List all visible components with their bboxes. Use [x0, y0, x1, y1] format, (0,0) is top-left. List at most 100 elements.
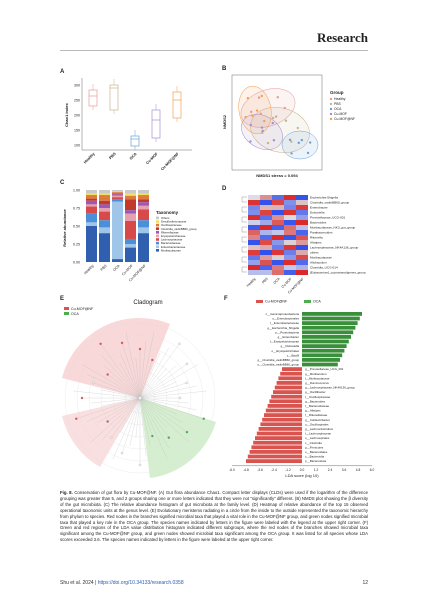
stack-segment [99, 190, 110, 194]
lda-bar [258, 427, 302, 431]
box [172, 91, 182, 119]
stack-segment [125, 193, 136, 196]
legend-swatch [156, 249, 159, 252]
heat-cell [296, 215, 308, 220]
heat-cell [272, 250, 284, 255]
legend-label: Healthy [334, 97, 346, 101]
branch [139, 397, 177, 415]
branch [139, 382, 187, 399]
lda-bar [302, 330, 354, 335]
doi-link[interactable]: https://doi.org/10.34133/research.0358 [97, 580, 184, 586]
heat-cell [248, 265, 260, 270]
heat-cell [272, 245, 284, 250]
bar-label: f__Bacteroidaceae [305, 404, 330, 408]
legend-label: Erysipelotrichaceae [161, 234, 186, 238]
bar-label: g__Lachnospiraceae_NK4A136_group [305, 386, 355, 390]
legend-swatch [156, 220, 159, 223]
branch [139, 397, 147, 456]
legend-swatch [329, 107, 333, 111]
heat-cell [260, 230, 272, 235]
branch [139, 397, 183, 423]
stack-segment [99, 227, 110, 234]
stack-segment [138, 205, 149, 210]
heat-cell [284, 210, 296, 215]
lda-bar [302, 335, 351, 339]
x-tick-label: 6.0 [370, 468, 375, 472]
panel-label: D [222, 186, 227, 192]
row-label: Dubosiella [310, 211, 325, 215]
x-tick-label: 2.4 [328, 468, 333, 472]
stack-segment [138, 193, 149, 196]
branch [111, 397, 141, 438]
heat-cell [248, 200, 260, 205]
legend-swatch [256, 300, 263, 303]
branch [86, 374, 141, 399]
ring [64, 322, 216, 474]
stack-segment [112, 190, 123, 192]
x-tick-label: -6.0 [229, 468, 235, 472]
lda-bar [253, 440, 302, 445]
lda-bar [282, 367, 302, 371]
heat-cell [284, 195, 296, 200]
heat-cell [248, 195, 260, 200]
legend-label: Cu-MOF@NF [71, 307, 94, 311]
sample-point [261, 129, 264, 133]
heat-cell [296, 210, 308, 215]
sample-point [257, 96, 261, 99]
sample-point [288, 138, 292, 142]
heat-cell [260, 245, 272, 250]
branch [121, 397, 141, 454]
heat-cell [248, 205, 260, 210]
legend-swatch [329, 97, 333, 101]
node [178, 342, 181, 345]
header-rule [60, 50, 368, 51]
bar-label: f__Erysipelotrichaceae [270, 340, 300, 344]
branch [119, 363, 141, 399]
legend-label: OCA [313, 300, 321, 304]
legend-swatch [156, 216, 159, 220]
sample-point [274, 115, 278, 118]
branch [139, 390, 207, 399]
heat-cell [272, 240, 284, 245]
heat-cell [296, 195, 308, 200]
caption-label: Fig. 8. [60, 490, 73, 495]
node [151, 434, 154, 438]
y-tick-label: 0.50 [73, 224, 80, 228]
bar-label: f__Enterobacteriaceae [270, 321, 300, 325]
stack-segment [99, 220, 110, 228]
stack-segment [99, 193, 110, 196]
sample-point [249, 140, 252, 143]
lda-bar [302, 321, 358, 325]
clade-sector [62, 317, 170, 398]
dendrogram [241, 206, 247, 213]
node [92, 381, 95, 385]
legend-label: Rikenellaceae [161, 230, 179, 234]
heat-cell [260, 260, 272, 265]
row-label: Enterobacter [310, 206, 328, 210]
lda-bar [302, 325, 356, 330]
dendrogram [241, 236, 247, 243]
sample-point [300, 138, 304, 142]
heat-cell [296, 235, 308, 240]
node [185, 362, 189, 366]
heat-cell [272, 200, 284, 205]
row-label: Escherichia-Shigella [310, 196, 338, 200]
node [185, 381, 188, 385]
y-tick-label: 100 [74, 143, 80, 147]
sample-point [260, 131, 264, 135]
heat-cell [284, 240, 296, 245]
stack-segment [125, 213, 136, 221]
dendrogram [241, 196, 247, 203]
panel-label: A [60, 69, 65, 75]
bar-label: c__Bacteroidia [305, 455, 325, 459]
heat-cell [296, 250, 308, 255]
legend-swatch [156, 241, 159, 245]
row-label: Rikenella [310, 236, 323, 240]
panel-label: E [60, 296, 64, 302]
dendrogram [241, 246, 247, 253]
stack-segment [125, 210, 136, 214]
heat-cell [248, 245, 260, 250]
dendrogram [241, 226, 247, 233]
stack-segment [99, 233, 110, 262]
